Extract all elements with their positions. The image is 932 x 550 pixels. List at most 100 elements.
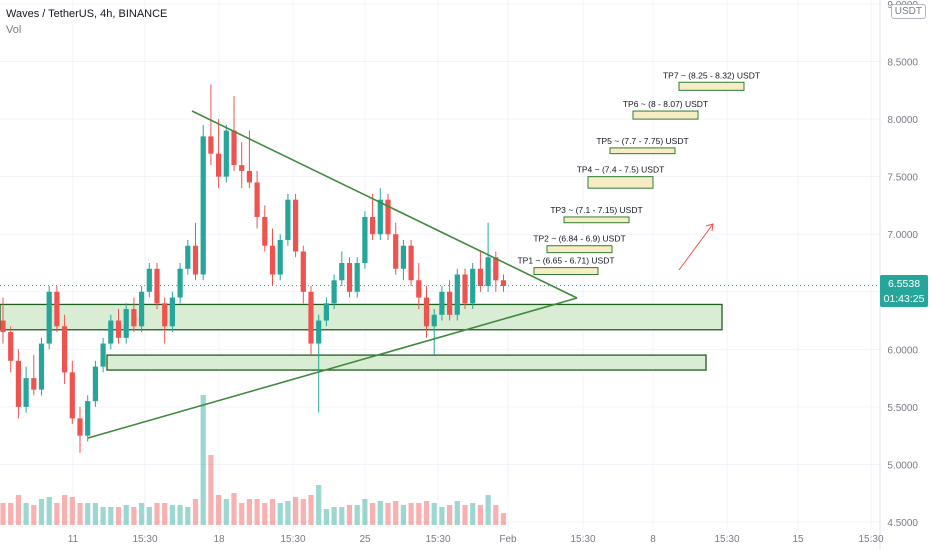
time-tick-label: 15:30 [570,534,595,545]
take-profit-levels: TP1 ~ (6.65 - 6.71) USDT TP2 ~ (6.84 - 6.… [517,70,760,276]
volume-bar [285,501,291,525]
candle-body [54,291,60,327]
descending-trendline [191,110,578,299]
volume-bar [115,507,122,525]
volume-bar [300,499,306,525]
candle-body [354,263,360,292]
volume-bar [123,505,129,525]
price-tick-label: 5.5000 [887,403,918,414]
candle-body [423,297,430,327]
candle-body [462,274,468,304]
time-tick-label: 8 [650,534,656,545]
volume-bar [370,503,376,525]
currency-badge[interactable]: USDT [890,4,926,19]
candle-body [208,136,214,154]
current-price-tag: 6.5538 01:43:25 [880,275,928,307]
time-tick-label: 25 [359,534,371,545]
volume-bar [38,499,45,525]
volume-bar [92,503,98,525]
volume-bar [77,503,83,525]
price-tick-label: 8.0000 [887,115,918,126]
candle-body [308,291,314,344]
candle-body [92,366,98,402]
volume-bar [400,505,406,525]
tp-label: TP5 ~ (7.7 - 7.75) USDT [596,136,688,146]
volume-bar [462,505,468,525]
time-axis[interactable]: 11 15:30 18 15:30 25 15:30 Feb 15:30 8 15:30 15 15:… [68,534,884,545]
volume-bar [231,493,237,525]
tp-box [563,216,630,224]
ascending-trendline [87,297,578,439]
volume-bar [385,503,391,525]
support-zone [106,354,707,371]
candle-body [362,216,368,263]
volume-bar [269,499,276,525]
candle-body [139,291,145,327]
time-tick-label: 11 [68,534,79,545]
volume-bar [416,503,422,525]
volume-bar [447,505,453,525]
volume-bar [377,501,383,525]
volume-bar [185,507,191,525]
candle-body [331,280,337,304]
volume-bar [308,495,314,525]
candle-body [377,199,383,235]
candle-body [254,182,260,217]
time-tick-label: 15:30 [280,534,305,545]
candle-body [408,245,414,281]
volume-bar [8,503,14,525]
tp-box [587,176,654,189]
candle-body [146,268,152,292]
candle-body [185,245,191,269]
volume-bar [346,505,353,525]
volume-bar [154,503,160,525]
volume-bar [323,509,329,525]
tp-box [632,110,699,120]
candle-body [269,245,276,275]
candle-body [339,263,345,281]
volume-bar [246,499,252,525]
candle-body [162,303,168,327]
volume-bar [454,501,460,525]
candle-body [62,326,68,373]
volume-bar [316,485,322,525]
candle-body [246,170,252,183]
candle-body [192,245,199,275]
candle-body [231,130,237,166]
tp-box [533,267,599,276]
candle-body [416,280,422,298]
candlesticks [0,84,880,453]
candle-body [0,320,6,333]
volume-bar [208,455,214,525]
volume-bar [293,497,299,525]
time-tick-label: 18 [213,534,225,545]
symbol-title: Waves / TetherUS, 4h, BINANCE [6,8,168,20]
volume-bar [500,513,507,525]
time-tick-label: 15:30 [858,534,883,545]
volume-bar [470,503,476,525]
candle-body [131,309,137,327]
time-tick-label: Feb [499,534,517,545]
tp-label: TP2 ~ (6.84 - 6.9) USDT [533,234,625,244]
candle-body [493,257,499,281]
candle-body [115,320,122,338]
tp-box [678,81,745,91]
volume-bar [162,503,168,525]
volume-bar [69,497,75,525]
candle-body [85,401,91,436]
volume-bar [408,503,414,525]
candle-body [262,216,268,246]
candle-body [393,234,399,269]
volume-bar [254,499,260,525]
volume-bar [169,505,175,525]
price-tick-label: 7.0000 [887,230,918,241]
candle-body [447,291,453,315]
tp-label: TP7 ~ (8.25 - 8.32) USDT [663,70,760,80]
grid-lines [0,0,880,530]
tp-box [546,245,613,254]
candle-body [23,378,29,407]
candle-body [439,291,445,315]
candle-body [169,297,175,327]
candle-body [46,291,52,344]
